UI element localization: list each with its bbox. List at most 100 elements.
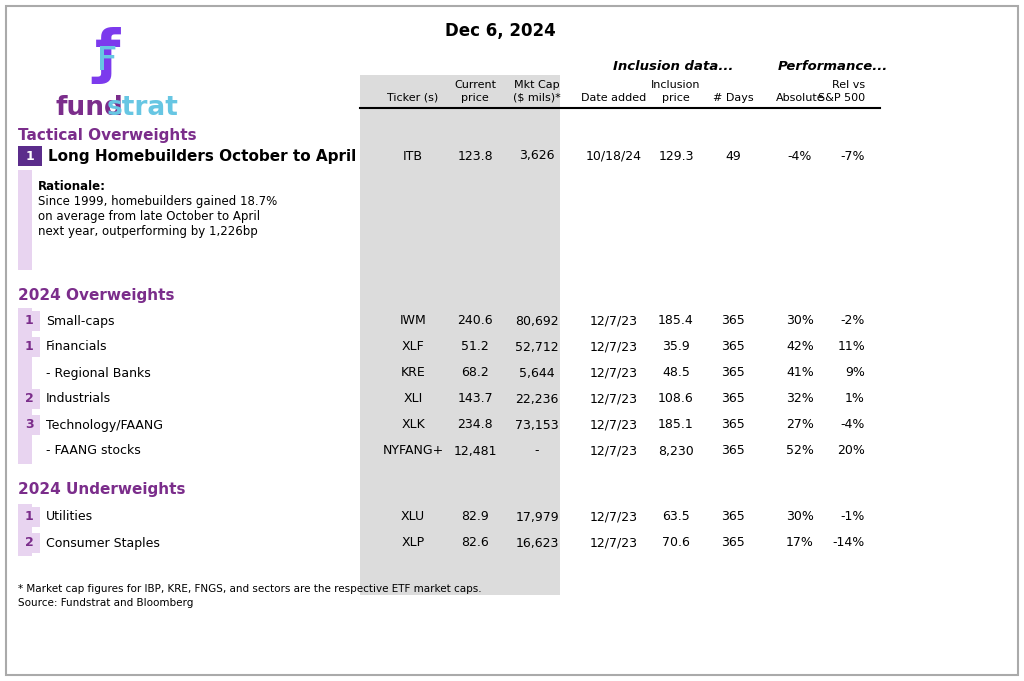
Text: S&P 500: S&P 500 — [818, 93, 865, 103]
Text: Technology/FAANG: Technology/FAANG — [46, 419, 163, 432]
Text: 82.9: 82.9 — [461, 511, 488, 524]
Text: 365: 365 — [721, 537, 744, 550]
Text: 185.4: 185.4 — [658, 315, 694, 328]
Text: 365: 365 — [721, 315, 744, 328]
Text: 82.6: 82.6 — [461, 537, 488, 550]
Text: on average from late October to April: on average from late October to April — [38, 210, 260, 223]
Text: strat: strat — [106, 95, 179, 121]
Text: 5,644: 5,644 — [519, 366, 555, 379]
Text: Inclusion data...: Inclusion data... — [613, 60, 733, 73]
Text: -4%: -4% — [841, 419, 865, 432]
Text: Since 1999, homebuilders gained 18.7%: Since 1999, homebuilders gained 18.7% — [38, 195, 278, 208]
Bar — [18, 533, 40, 553]
Text: 27%: 27% — [786, 419, 814, 432]
Text: IWM: IWM — [399, 315, 426, 328]
Text: 234.8: 234.8 — [457, 419, 493, 432]
Text: 30%: 30% — [786, 315, 814, 328]
Bar — [18, 337, 40, 357]
Text: # Days: # Days — [713, 93, 754, 103]
Text: -4%: -4% — [787, 150, 812, 163]
Text: Ticker (s): Ticker (s) — [387, 93, 438, 103]
Bar — [18, 504, 32, 556]
Text: 108.6: 108.6 — [658, 392, 694, 405]
Text: -1%: -1% — [841, 511, 865, 524]
Text: price: price — [663, 93, 690, 103]
Text: 1: 1 — [25, 315, 34, 328]
Text: 42%: 42% — [786, 340, 814, 353]
Text: Small-caps: Small-caps — [46, 315, 115, 328]
Bar — [18, 311, 40, 331]
Text: -: - — [535, 445, 540, 458]
Text: Dec 6, 2024: Dec 6, 2024 — [444, 22, 555, 40]
Text: 123.8: 123.8 — [457, 150, 493, 163]
Text: 16,623: 16,623 — [515, 537, 559, 550]
Text: ITB: ITB — [403, 150, 423, 163]
Text: 1: 1 — [25, 340, 34, 353]
Text: 365: 365 — [721, 366, 744, 379]
Text: 12/7/23: 12/7/23 — [590, 392, 638, 405]
Text: Date added: Date added — [582, 93, 646, 103]
Text: 143.7: 143.7 — [457, 392, 493, 405]
Text: 12/7/23: 12/7/23 — [590, 366, 638, 379]
Text: 11%: 11% — [838, 340, 865, 353]
Bar — [18, 389, 40, 409]
Bar — [18, 507, 40, 527]
Text: 2024 Underweights: 2024 Underweights — [18, 482, 185, 497]
Text: KRE: KRE — [400, 366, 425, 379]
Text: Industrials: Industrials — [46, 392, 112, 405]
Text: XLF: XLF — [401, 340, 424, 353]
Text: 12/7/23: 12/7/23 — [590, 340, 638, 353]
Text: next year, outperforming by 1,226bp: next year, outperforming by 1,226bp — [38, 225, 258, 238]
Text: NYFANG+: NYFANG+ — [382, 445, 443, 458]
Text: Mkt Cap: Mkt Cap — [514, 80, 560, 90]
Text: - Regional Banks: - Regional Banks — [46, 366, 151, 379]
Text: 1%: 1% — [845, 392, 865, 405]
Text: 52%: 52% — [786, 445, 814, 458]
Text: Rel vs: Rel vs — [831, 80, 865, 90]
Text: Performance...: Performance... — [777, 60, 888, 73]
Text: 48.5: 48.5 — [663, 366, 690, 379]
Text: 32%: 32% — [786, 392, 814, 405]
Text: XLU: XLU — [401, 511, 425, 524]
Text: 3: 3 — [25, 419, 34, 432]
Text: Inclusion: Inclusion — [651, 80, 700, 90]
Text: 20%: 20% — [838, 445, 865, 458]
Text: Rationale:: Rationale: — [38, 180, 106, 193]
Text: 63.5: 63.5 — [663, 511, 690, 524]
Text: Utilities: Utilities — [46, 511, 93, 524]
Bar — [18, 308, 32, 464]
Text: 73,153: 73,153 — [515, 419, 559, 432]
Text: 12/7/23: 12/7/23 — [590, 315, 638, 328]
Text: 8,230: 8,230 — [658, 445, 694, 458]
Text: 41%: 41% — [786, 366, 814, 379]
Text: - FAANG stocks: - FAANG stocks — [46, 445, 140, 458]
Text: 2: 2 — [25, 537, 34, 550]
Text: 17,979: 17,979 — [515, 511, 559, 524]
Text: 1: 1 — [25, 511, 34, 524]
Text: 68.2: 68.2 — [461, 366, 488, 379]
Text: price: price — [461, 93, 488, 103]
Text: fund: fund — [55, 95, 123, 121]
Text: 365: 365 — [721, 445, 744, 458]
Text: 12,481: 12,481 — [454, 445, 497, 458]
Text: 80,692: 80,692 — [515, 315, 559, 328]
Text: Current: Current — [454, 80, 496, 90]
Text: -7%: -7% — [841, 150, 865, 163]
Bar — [18, 415, 40, 435]
Text: Financials: Financials — [46, 340, 108, 353]
Text: 240.6: 240.6 — [457, 315, 493, 328]
Text: -2%: -2% — [841, 315, 865, 328]
Text: -14%: -14% — [833, 537, 865, 550]
Text: 365: 365 — [721, 419, 744, 432]
Text: ƒ: ƒ — [94, 27, 120, 84]
Text: 129.3: 129.3 — [658, 150, 693, 163]
Bar — [18, 170, 32, 270]
Text: ($ mils)*: ($ mils)* — [513, 93, 561, 103]
Text: 185.1: 185.1 — [658, 419, 694, 432]
Bar — [18, 146, 42, 166]
Text: Source: Fundstrat and Bloomberg: Source: Fundstrat and Bloomberg — [18, 598, 194, 608]
Text: 12/7/23: 12/7/23 — [590, 419, 638, 432]
Bar — [360, 75, 560, 595]
Text: 365: 365 — [721, 511, 744, 524]
Text: 17%: 17% — [786, 537, 814, 550]
